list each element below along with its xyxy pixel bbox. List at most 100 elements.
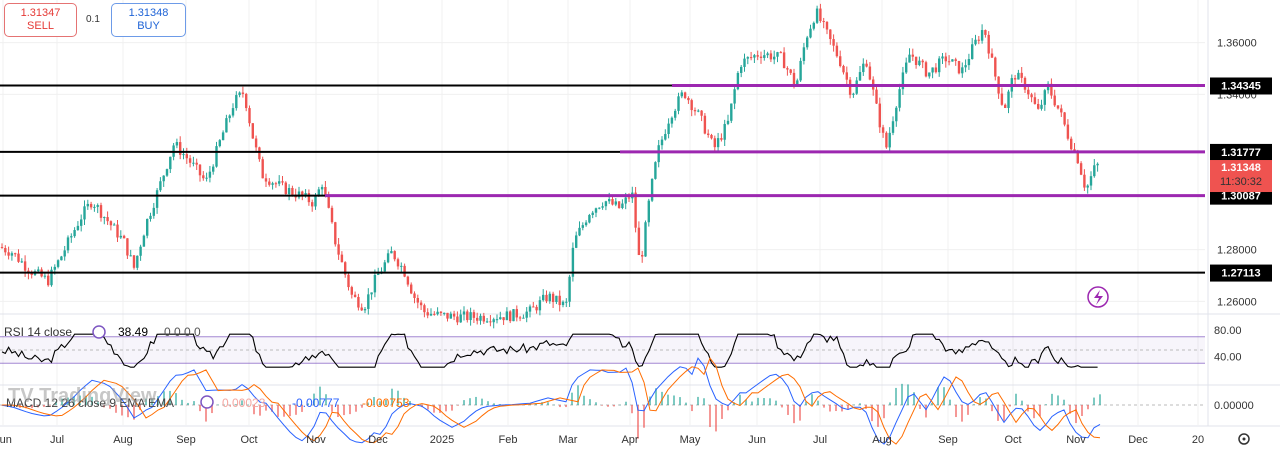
candle-body (429, 313, 433, 316)
x-tick-label: Nov (1066, 434, 1086, 446)
macd-hist-bar (673, 395, 675, 405)
lightning-icon[interactable] (1087, 286, 1109, 308)
macd-hist-bar (937, 387, 939, 405)
macd-hist-bar (1075, 405, 1077, 424)
macd-hist-bar (649, 396, 651, 405)
macd-line (1, 357, 1101, 445)
macd-hist-bar (475, 396, 477, 405)
x-tick-label: Mar (559, 434, 578, 446)
candle-body (182, 154, 185, 156)
macd-hist-bar (91, 396, 93, 405)
candle-body (462, 311, 466, 315)
sell-button[interactable]: 1.31347 SELL (4, 3, 77, 37)
macd-hist-bar (751, 401, 753, 405)
candle-body (865, 63, 868, 67)
macd-hist-bar (991, 405, 993, 412)
macd-hist-bar (829, 405, 831, 412)
candle-body (23, 261, 27, 271)
x-tick-label: Apr (621, 434, 638, 446)
candle-body (113, 224, 116, 226)
macd-hist-bar (559, 405, 561, 408)
macd-hist-bar (1063, 399, 1065, 405)
macd-hist-bar (367, 402, 369, 405)
time-axis[interactable]: Jun Jul Aug Sep Oct Nov Dec 2025 Feb Mar Apr May Jun… (0, 433, 1250, 446)
candle-body (17, 253, 20, 262)
candle-body (888, 132, 891, 148)
candle-body (898, 89, 901, 108)
candle-body (205, 177, 208, 179)
candle-body (914, 56, 918, 65)
macd-hist-bar (955, 405, 957, 418)
macd-hist-bar (1039, 405, 1041, 417)
candle-body (136, 255, 139, 268)
macd-hist-bar (697, 396, 699, 405)
x-tick-label: Jul (50, 434, 64, 446)
candle-body (149, 215, 152, 219)
candle-body (334, 222, 337, 245)
candle-body (769, 53, 773, 60)
macd-hist-bar (565, 405, 567, 408)
rsi-tick-label: 80.00 (1214, 325, 1242, 337)
macd-tick-label: 0.00000 (1214, 400, 1254, 412)
candle-body (792, 72, 796, 86)
macd-hist-bar (469, 398, 471, 405)
macd-hist-bar (835, 405, 837, 412)
candle-body (670, 117, 674, 124)
price-axis[interactable]: 1.360001.340001.280001.260001.343451.317… (1087, 38, 1272, 309)
candle-body (650, 178, 654, 201)
buy-button[interactable]: 1.31348 BUY (111, 3, 186, 37)
macd-hist-bar (217, 404, 219, 406)
candle-body (192, 162, 195, 164)
candle-body (423, 305, 426, 313)
candle-body (469, 312, 472, 321)
macd-hist-bar (187, 402, 189, 405)
macd-hist-bar (361, 405, 363, 408)
candle-body (482, 315, 485, 322)
macd-hist-bar (109, 405, 111, 409)
candle-body (852, 93, 855, 95)
candle-body (961, 67, 964, 74)
candle-body (786, 68, 789, 70)
macd-hist-bar (877, 405, 879, 427)
gear-center (1242, 437, 1246, 441)
settings-icon[interactable] (200, 395, 214, 409)
candle-body (558, 295, 561, 306)
settings-icon[interactable] (92, 325, 106, 339)
macd-hist-bar (763, 398, 765, 405)
macd-hist-bar (61, 398, 63, 405)
candle-body (697, 110, 700, 112)
candle-body (1023, 77, 1027, 90)
candle-body (1020, 72, 1023, 78)
macd-hist-bar (31, 405, 33, 409)
macd-hist-bar (265, 405, 267, 411)
macd-value: -0.00777 (292, 396, 340, 410)
lightning-icon-ring (1087, 286, 1109, 308)
candle-body (499, 317, 502, 320)
macd-hist-bar (571, 392, 573, 405)
macd-hist-bar (793, 405, 795, 424)
candle-body (667, 123, 670, 135)
candle-body (169, 156, 172, 170)
candle-body (301, 191, 304, 196)
candle-body (885, 132, 888, 148)
candle-body (944, 56, 947, 62)
macd-hist-bar (823, 405, 825, 408)
candle-body (905, 62, 908, 73)
x-tick-label: May (680, 434, 701, 446)
macd-hist-bar (907, 384, 909, 405)
candle-body (634, 192, 637, 228)
candle-body (370, 292, 373, 295)
candle-body (1056, 105, 1060, 109)
macd-hist-bar (319, 386, 321, 405)
candle-body (20, 261, 23, 263)
candle-body (845, 72, 848, 80)
candle-body (990, 53, 994, 58)
candle-body (502, 317, 505, 321)
candle-body (647, 200, 650, 223)
macd-hist-bar (157, 396, 159, 405)
candle-body (155, 190, 159, 208)
candle-body (522, 317, 525, 319)
settings-gear-icon[interactable] (1238, 433, 1250, 445)
candle-body (588, 214, 591, 223)
